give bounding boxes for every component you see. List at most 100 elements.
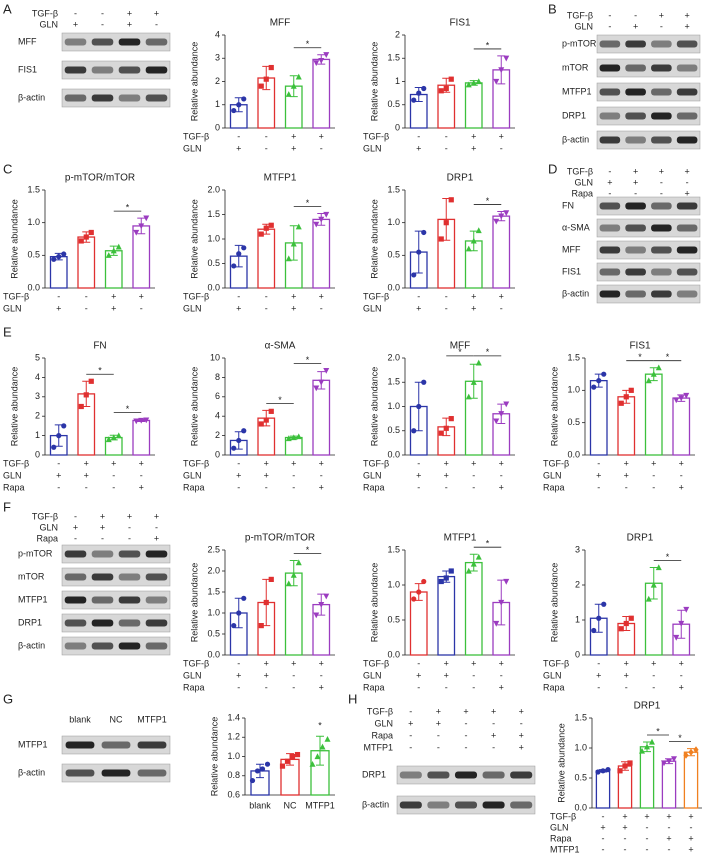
data-point (596, 378, 602, 384)
condition-sign: + (111, 458, 116, 468)
y-tick-label: 0.5 (574, 772, 587, 782)
condition-name: Rapa (571, 188, 593, 198)
condition-name: TGF-β (32, 8, 58, 18)
band-label: p-mTOR (18, 548, 53, 558)
condition-name: Rapa (183, 482, 205, 492)
condition-sign: - (409, 742, 412, 752)
data-point (285, 580, 292, 587)
data-point (627, 760, 633, 766)
data-point (438, 430, 444, 436)
condition-sign: + (73, 522, 78, 532)
condition-sign: + (291, 131, 296, 141)
y-tick-label: 0.5 (387, 250, 400, 260)
blot-band (599, 112, 621, 120)
y-tick-label: 1.0 (574, 742, 587, 752)
condition-sign: + (491, 730, 496, 740)
significance-label: * (126, 404, 130, 414)
condition-sign: - (237, 458, 240, 468)
condition-sign: + (666, 833, 671, 843)
blot-strip (61, 567, 171, 587)
blot-band (118, 573, 141, 581)
blot-strip (596, 106, 701, 126)
data-point (319, 743, 326, 750)
blot-band (676, 202, 698, 210)
data-point (470, 79, 477, 86)
data-point (241, 96, 247, 102)
data-point (285, 91, 292, 97)
condition-name: Rapa (363, 682, 385, 692)
blot-strip (61, 32, 171, 52)
blot-band (427, 801, 450, 809)
data-point (443, 425, 449, 431)
data-point (115, 432, 122, 439)
blot-band (65, 741, 95, 749)
blot-band (599, 246, 621, 254)
bar (437, 575, 456, 656)
band-label: β-actin (362, 799, 389, 809)
y-axis-label: Relative abundance (9, 199, 19, 279)
condition-sign: - (265, 682, 268, 692)
data-point (236, 251, 242, 257)
y-tick-label: 10 (210, 352, 220, 362)
condition-sign: - (237, 658, 240, 668)
blot-band (651, 88, 672, 96)
lane-label: MTFP1 (137, 714, 167, 724)
data-point (688, 748, 694, 756)
data-point (263, 76, 269, 82)
y-tick-label: 1.5 (207, 209, 220, 219)
condition-name: Rapa (36, 533, 58, 543)
blot-band (625, 40, 646, 48)
condition-sign: + (624, 658, 629, 668)
condition-sign: + (659, 10, 664, 20)
condition-sign: - (155, 19, 158, 29)
condition-sign: - (500, 670, 503, 680)
data-point (493, 620, 500, 627)
condition-sign: + (291, 458, 296, 468)
condition-sign: - (237, 131, 240, 141)
data-point (258, 421, 264, 427)
band-label: MTFP1 (18, 594, 48, 604)
blot-band (64, 619, 87, 627)
data-point (105, 436, 112, 443)
condition-sign: + (684, 10, 689, 20)
condition-sign: + (291, 143, 296, 153)
significance-label: * (98, 366, 102, 376)
lane-label: blank (69, 714, 91, 724)
blot-band (651, 290, 672, 298)
bar (492, 215, 511, 289)
data-point (56, 433, 62, 439)
condition-sign: - (465, 718, 468, 728)
bar (257, 228, 276, 289)
significance-label: * (666, 352, 670, 362)
data-point (290, 434, 297, 441)
condition-sign: - (660, 177, 663, 187)
blot-band (510, 801, 533, 809)
data-point (438, 578, 444, 585)
data-point (493, 218, 500, 225)
condition-sign: + (491, 706, 496, 716)
condition-sign: - (652, 470, 655, 480)
condition-name: TGF-β (183, 131, 209, 141)
condition-sign: - (320, 303, 323, 313)
condition-sign: + (236, 143, 241, 153)
data-point (421, 85, 427, 92)
blot-band (599, 64, 621, 72)
y-tick-label: 0.0 (387, 282, 400, 292)
y-tick-label: 1.5 (387, 544, 400, 554)
data-point (263, 417, 269, 423)
data-point (601, 601, 607, 607)
data-point (465, 393, 472, 400)
blot-band (676, 88, 698, 96)
data-point (649, 738, 655, 745)
data-point (443, 220, 449, 226)
condition-sign: - (660, 21, 663, 31)
bar (132, 225, 151, 289)
panel-label: F (3, 499, 11, 514)
blot-strip (61, 590, 171, 610)
condition-sign: - (652, 482, 655, 492)
data-point (313, 60, 320, 67)
condition-sign: + (111, 291, 116, 301)
data-point (56, 254, 62, 260)
data-point (470, 379, 477, 385)
condition-sign: + (622, 811, 627, 821)
